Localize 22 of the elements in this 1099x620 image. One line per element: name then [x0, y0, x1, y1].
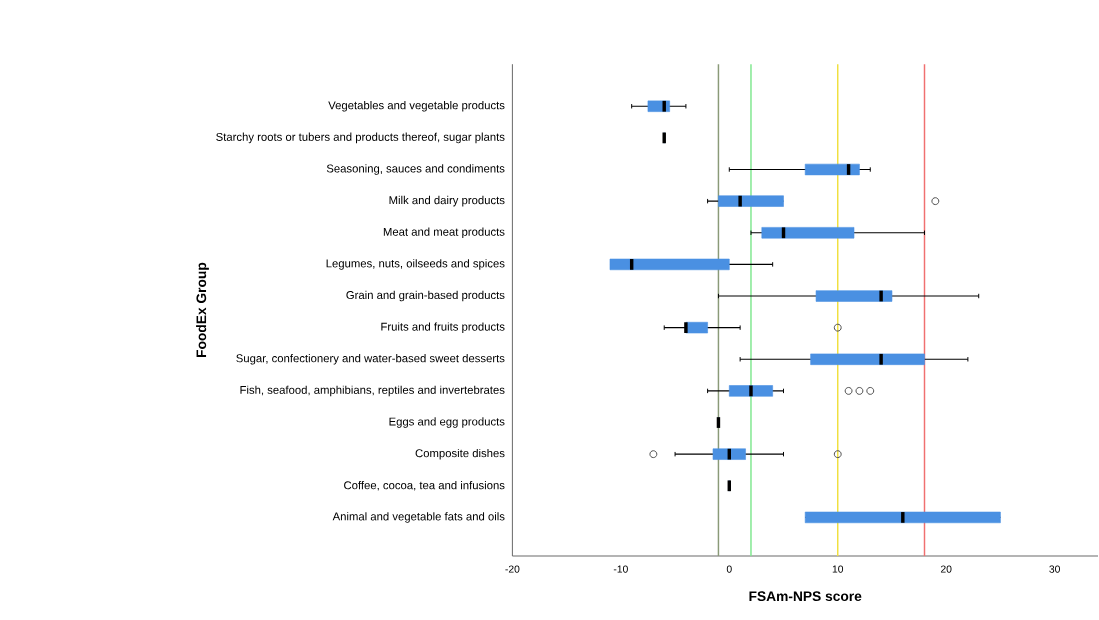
- y-tick-label: Sugar, confectionery and water-based sweet desserts: [236, 353, 505, 365]
- x-tick-label: 20: [940, 565, 952, 573]
- y-tick-label: Vegetables and vegetable products: [328, 100, 505, 112]
- y-tick-label: Milk and dairy products: [389, 195, 505, 207]
- y-tick-label: Legumes, nuts, oilseeds and spices: [326, 259, 505, 270]
- y-tick-label: Eggs and egg products: [389, 417, 505, 428]
- x-tick-label: -20: [505, 565, 520, 573]
- x-axis-title: FSAm-NPS score: [749, 591, 862, 601]
- y-tick-label: Seasoning, sauces and condiments: [326, 164, 505, 175]
- y-tick-label: Fruits and fruits products: [381, 322, 505, 333]
- y-tick-label: Fish, seafood, amphibians, reptiles and invertebrates: [240, 385, 505, 397]
- y-tick-label: Meat and meat products: [383, 227, 505, 238]
- y-axis-title: FoodEx Group: [196, 262, 209, 357]
- x-tick-label: -10: [613, 565, 628, 573]
- x-tick-label: 0: [726, 565, 732, 573]
- x-tick-label: 10: [832, 565, 844, 573]
- y-tick-label: Coffee, cocoa, tea and infusions: [344, 480, 505, 491]
- y-tick-label: Composite dishes: [415, 448, 505, 460]
- x-tick-label: 30: [1049, 565, 1060, 573]
- y-tick-label: Animal and vegetable fats and oils: [332, 512, 505, 523]
- y-tick-label: Grain and grain-based products: [346, 290, 505, 302]
- y-tick-label: Starchy roots or tubers and products thereof, sugar plants: [216, 132, 505, 144]
